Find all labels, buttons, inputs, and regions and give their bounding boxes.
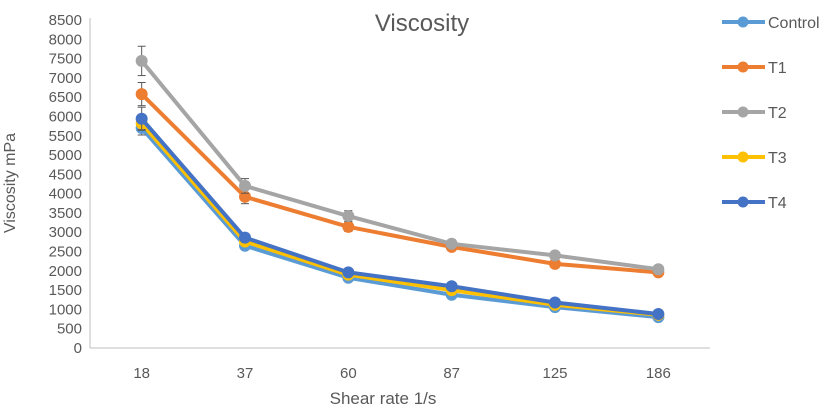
y-tick-label: 1500 — [49, 282, 82, 299]
x-tick-label: 87 — [443, 365, 460, 382]
axes — [89, 18, 710, 349]
y-tick-labels: 0 500 1000 1500 2000 2500 3000 3500 4000 4500 5000… — [49, 12, 82, 357]
data-point — [445, 280, 458, 293]
legend-marker — [737, 151, 749, 163]
legend-marker — [737, 196, 749, 208]
legend-label: T3 — [768, 150, 787, 167]
x-tick-label: 37 — [237, 365, 254, 382]
y-tick-label: 0 — [74, 340, 82, 357]
legend-label: T2 — [768, 105, 787, 122]
series-line — [140, 126, 659, 320]
y-tick-label: 7000 — [49, 70, 82, 87]
y-tick-label: 4000 — [49, 186, 82, 203]
x-tick-label: 125 — [542, 365, 567, 382]
legend-marker — [737, 106, 749, 118]
x-tick-label: 186 — [646, 365, 671, 382]
series-t4 — [135, 106, 665, 321]
y-tick-label: 7500 — [49, 51, 82, 68]
x-tick-label: 18 — [133, 365, 150, 382]
y-tick-label: 5500 — [49, 128, 82, 145]
series-line — [140, 59, 659, 272]
data-point — [549, 296, 561, 309]
data-point — [445, 237, 458, 250]
x-tick-label: 60 — [340, 365, 357, 382]
y-tick-label: 3500 — [49, 205, 82, 222]
series-t1 — [135, 82, 665, 279]
legend-label: Control — [768, 15, 820, 32]
data-point — [652, 308, 665, 321]
legend-marker — [737, 61, 749, 73]
legend-label: T1 — [768, 60, 787, 77]
x-tick-labels: 18 37 60 87 125 186 — [133, 365, 671, 382]
legend-label: T4 — [768, 195, 787, 212]
series-line — [140, 92, 659, 275]
chart-title: Viscosity — [375, 10, 469, 37]
y-tick-label: 2000 — [49, 263, 82, 280]
y-tick-label: 6000 — [49, 108, 82, 125]
legend-item-control: Control — [722, 15, 820, 32]
data-point — [342, 266, 355, 279]
data-point — [135, 88, 148, 101]
y-tick-label: 5000 — [49, 147, 82, 164]
data-point — [239, 179, 251, 192]
y-tick-label: 6500 — [49, 89, 82, 106]
legend-marker — [737, 16, 749, 28]
y-tick-label: 500 — [57, 321, 82, 338]
data-point — [342, 210, 355, 223]
y-axis-label: Viscosity mPa — [2, 133, 19, 233]
y-tick-label: 8000 — [49, 31, 82, 48]
y-tick-label: 2500 — [49, 244, 82, 261]
data-point — [549, 249, 561, 262]
data-point — [342, 220, 355, 233]
series-line — [140, 122, 659, 317]
legend-item-t2: T2 — [722, 105, 787, 122]
series-t2 — [135, 45, 665, 276]
series-layer — [135, 45, 665, 324]
data-point — [652, 263, 665, 276]
legend-item-t4: T4 — [722, 195, 787, 212]
x-axis-label: Shear rate 1/s — [330, 389, 437, 408]
y-tick-label: 8500 — [49, 12, 82, 29]
data-point — [135, 112, 148, 125]
data-point — [135, 54, 148, 67]
y-tick-label: 3000 — [49, 224, 82, 241]
legend-item-t1: T1 — [722, 60, 787, 77]
legend-item-t3: T3 — [722, 150, 787, 167]
series-line — [140, 117, 659, 317]
y-tick-label: 4500 — [49, 166, 82, 183]
legend: Control T1 T2 T3 T4 — [722, 15, 820, 212]
data-point — [239, 231, 251, 244]
y-tick-label: 1000 — [49, 301, 82, 318]
